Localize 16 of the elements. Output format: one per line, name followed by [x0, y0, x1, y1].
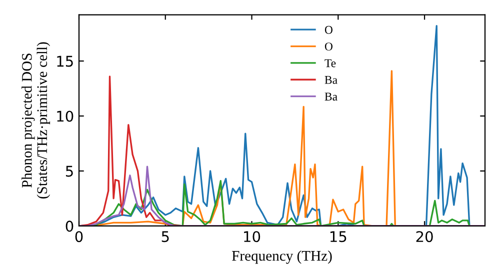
x-axis-title: Frequency (THz) [232, 250, 332, 264]
legend-label: Ba [324, 76, 338, 84]
legend-label: O [324, 26, 332, 34]
y-tick-label: 15 [57, 56, 73, 67]
x-tick-label: 0 [75, 231, 83, 242]
y-tick-label: 5 [66, 166, 73, 177]
y-tick-label: 0 [66, 220, 74, 232]
x-tick-label: 5 [162, 231, 169, 242]
legend-label: Ba [324, 92, 338, 101]
x-tick-label: 20 [416, 231, 433, 242]
x-tick-label: 15 [330, 231, 346, 242]
y-axis-title: Phonon projected DOS (States/THz·primitive cell) [22, 42, 50, 199]
x-tick-label: 10 [244, 231, 260, 242]
y-tick-label: 10 [57, 110, 74, 122]
legend-label: Te [324, 59, 336, 68]
legend-label: O [324, 42, 332, 51]
